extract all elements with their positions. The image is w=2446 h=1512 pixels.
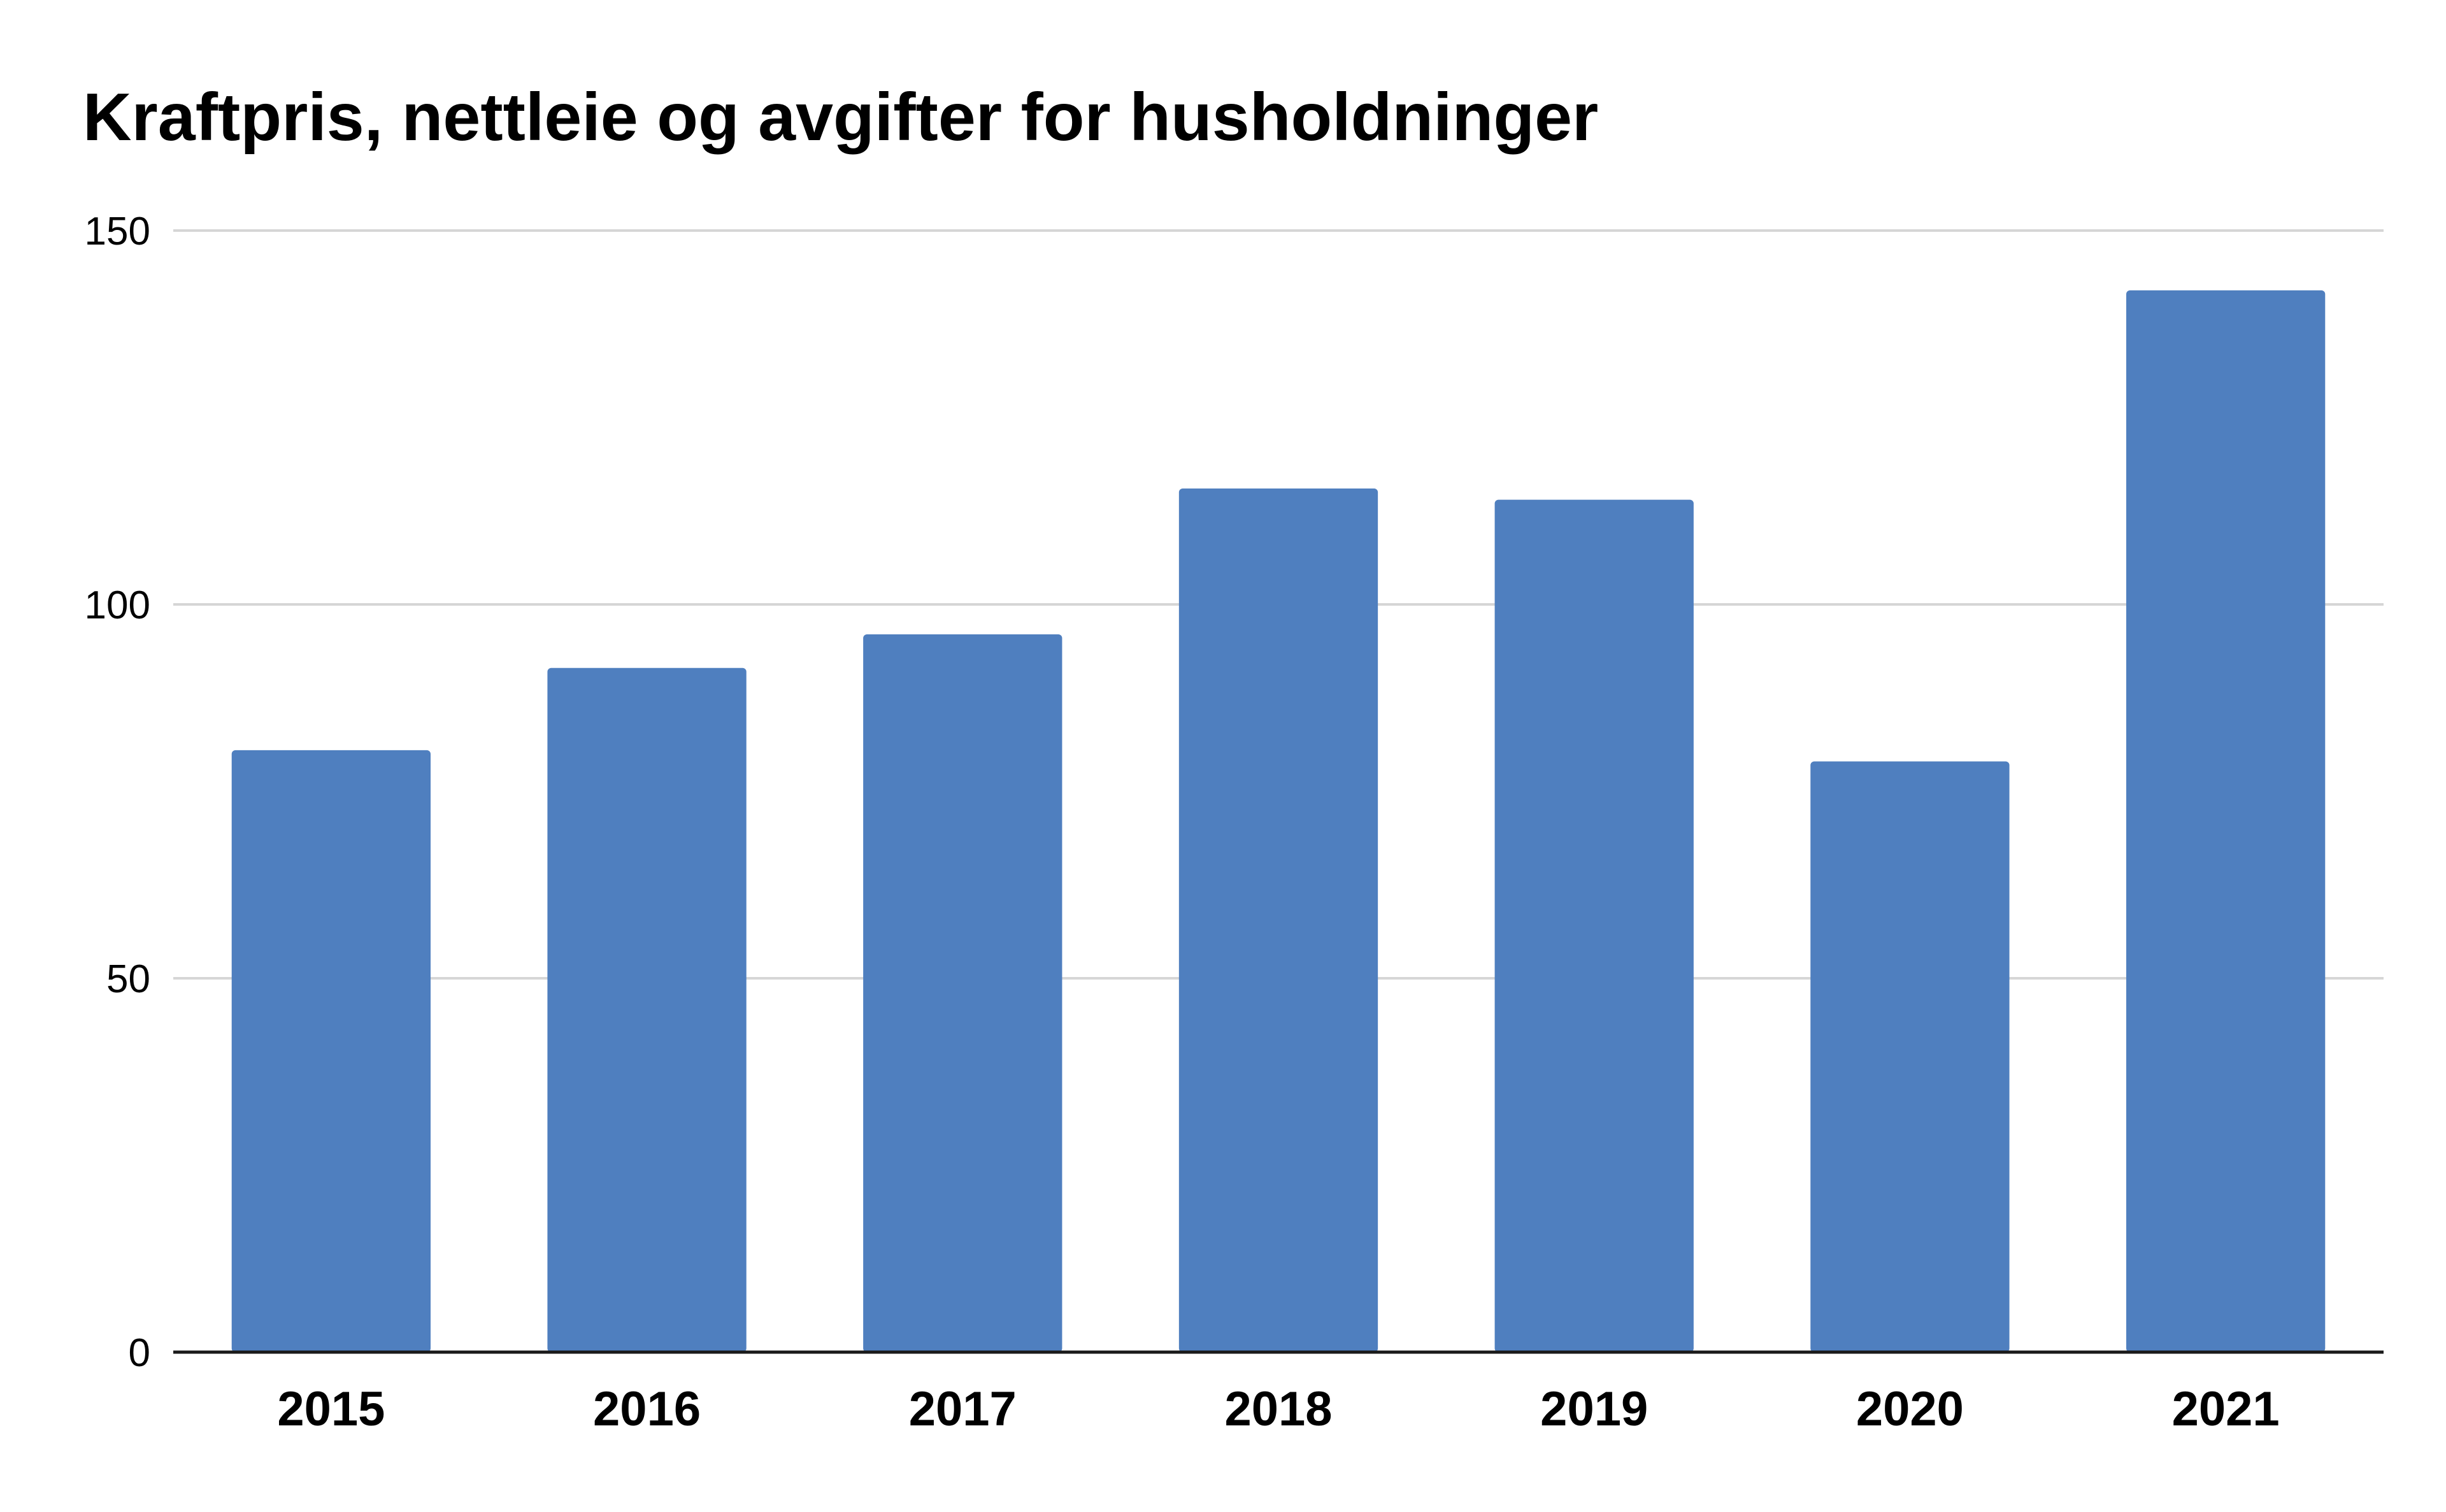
bar-2016 <box>547 667 747 1352</box>
y-tick-label: 0 <box>129 1331 150 1375</box>
bar-2021 <box>2126 290 2326 1352</box>
x-tick-label: 2016 <box>593 1382 701 1436</box>
x-tick-label: 2020 <box>1856 1382 1964 1436</box>
bars <box>231 290 2326 1353</box>
x-axis-ticks: 2015 2016 2017 2018 2019 2020 2021 <box>277 1382 2279 1436</box>
y-tick-label: 100 <box>85 583 150 627</box>
bar-2017 <box>863 634 1062 1353</box>
chart-title: Kraftpris, nettleie og avgifter for hush… <box>83 80 1598 155</box>
bar-2018 <box>1178 489 1378 1352</box>
bar-2019 <box>1494 499 1694 1352</box>
y-axis-ticks: 0 50 100 150 <box>85 210 150 1375</box>
x-tick-label: 2021 <box>2172 1382 2280 1436</box>
bar-2020 <box>1810 761 2010 1352</box>
x-tick-label: 2018 <box>1224 1382 1332 1436</box>
x-tick-label: 2015 <box>277 1382 385 1436</box>
bar-2015 <box>231 750 431 1352</box>
x-tick-label: 2019 <box>1540 1382 1648 1436</box>
y-tick-label: 150 <box>85 210 150 253</box>
y-tick-label: 50 <box>106 957 150 1001</box>
x-tick-label: 2017 <box>909 1382 1017 1436</box>
